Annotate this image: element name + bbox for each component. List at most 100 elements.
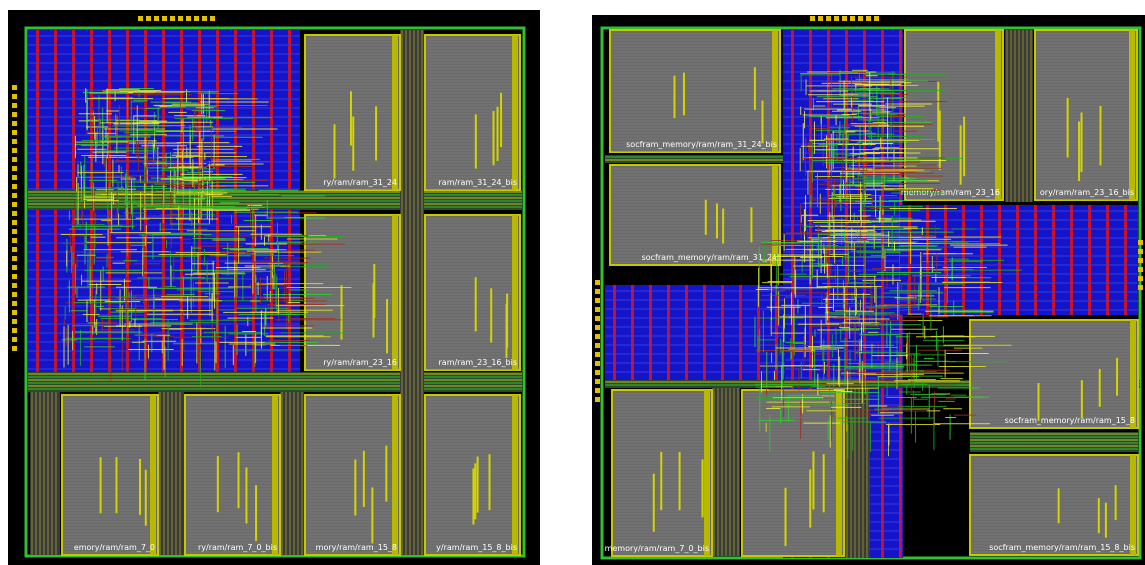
pin-bar	[255, 485, 257, 541]
io-pin	[842, 16, 847, 21]
io-pin	[595, 298, 600, 303]
pin-bar	[386, 299, 388, 353]
power-stripe	[1052, 205, 1055, 315]
macro-label: ry/ram/ram_23_16	[323, 358, 397, 367]
pin-bar	[490, 288, 492, 342]
macro-edge	[392, 215, 398, 370]
macro-label: ram/ram_31_24_bis	[439, 178, 518, 187]
macro-edge	[1129, 30, 1135, 200]
io-pin	[595, 388, 600, 393]
macro-edge	[1130, 455, 1136, 555]
pin-bar	[823, 454, 825, 512]
macro-edge	[836, 390, 842, 556]
power-stripe	[1070, 205, 1073, 315]
io-pin	[595, 352, 600, 357]
power-stripe	[685, 285, 688, 380]
pin-bar	[145, 470, 147, 526]
io-pin	[146, 16, 151, 21]
io-pin	[12, 256, 17, 261]
pin-bar	[474, 463, 476, 519]
macro-edge	[150, 395, 156, 555]
pin-bar	[1078, 122, 1080, 182]
macro-label: ry/ram/ram_7_0_bis	[198, 543, 277, 552]
io-pin	[12, 175, 17, 180]
io-pin	[12, 328, 17, 333]
io-pin	[595, 325, 600, 330]
macro-label: ry/ram/ram_31_24	[323, 178, 397, 187]
io-pin	[595, 370, 600, 375]
macro-edge	[512, 395, 518, 555]
pin-bar	[1099, 106, 1101, 165]
io-pin	[818, 16, 823, 21]
io-pin	[194, 16, 199, 21]
pin-bar	[1098, 498, 1100, 533]
io-pin	[595, 343, 600, 348]
pin-bar	[475, 114, 477, 168]
io-pin	[595, 307, 600, 312]
macro-edge	[272, 395, 278, 555]
io-pin	[138, 16, 143, 21]
macro-label: y/ram/ram_15_8_bis	[436, 543, 517, 552]
io-pin	[595, 379, 600, 384]
io-pin	[178, 16, 183, 21]
pin-bar	[702, 459, 704, 517]
pin-bar	[475, 277, 477, 331]
io-pin	[12, 193, 17, 198]
pin-bar	[1116, 358, 1118, 396]
io-pin	[834, 16, 839, 21]
macro-label: socfram_memory/ram/ram_15_8_bis	[989, 543, 1135, 552]
io-pin	[12, 310, 17, 315]
pin-bar	[477, 457, 479, 513]
io-pin	[12, 121, 17, 126]
io-pin	[154, 16, 159, 21]
pin-bar	[716, 203, 718, 238]
pin-bar	[139, 459, 141, 515]
pin-bar	[472, 469, 474, 525]
power-stripe	[721, 285, 724, 380]
io-pin	[12, 103, 17, 108]
io-pin	[12, 292, 17, 297]
pin-bar	[100, 457, 102, 513]
io-pin	[810, 16, 815, 21]
pin-bar	[809, 470, 811, 528]
power-stripe	[944, 205, 947, 315]
macro-label: ory/ram/ram_23_16_bis	[1040, 188, 1134, 197]
pin-bar	[217, 456, 219, 512]
pin-bar	[354, 460, 356, 516]
io-pin	[1138, 249, 1143, 254]
layout-figure: ry/ram/ram_31_24 ram/ram_31_24_bis ry/ram/…	[0, 0, 1145, 565]
macro-label: mory/ram/ram_15_8	[316, 543, 397, 552]
power-stripe	[667, 285, 670, 380]
io-pin	[12, 337, 17, 342]
io-pin	[12, 265, 17, 270]
pin-bar	[937, 82, 939, 141]
io-pin	[12, 283, 17, 288]
power-stripe	[613, 285, 616, 380]
pin-bar	[372, 283, 374, 337]
macro-label: ram/ram_23_16_bis	[439, 358, 518, 367]
power-stripe	[1034, 205, 1037, 315]
pin-bar	[1058, 488, 1060, 523]
pin-bar	[1067, 98, 1069, 158]
macro-edge	[995, 30, 1001, 200]
macro-block	[425, 35, 520, 190]
io-pin	[12, 229, 17, 234]
pin-bar	[812, 451, 814, 509]
io-pin	[202, 16, 207, 21]
pin-bar	[375, 106, 377, 160]
pin-bar	[385, 446, 387, 502]
io-pin	[162, 16, 167, 21]
io-pin	[595, 280, 600, 285]
io-pin	[210, 16, 215, 21]
io-pin	[826, 16, 831, 21]
pin-bar	[245, 467, 247, 523]
io-pin	[12, 157, 17, 162]
pin-bar	[1099, 369, 1101, 407]
io-pin	[12, 139, 17, 144]
power-stripe	[1124, 205, 1127, 315]
power-stripe	[1106, 205, 1109, 315]
power-stripe	[1088, 205, 1091, 315]
io-pin	[186, 16, 191, 21]
io-pin	[12, 346, 17, 351]
pin-bar	[334, 124, 336, 178]
